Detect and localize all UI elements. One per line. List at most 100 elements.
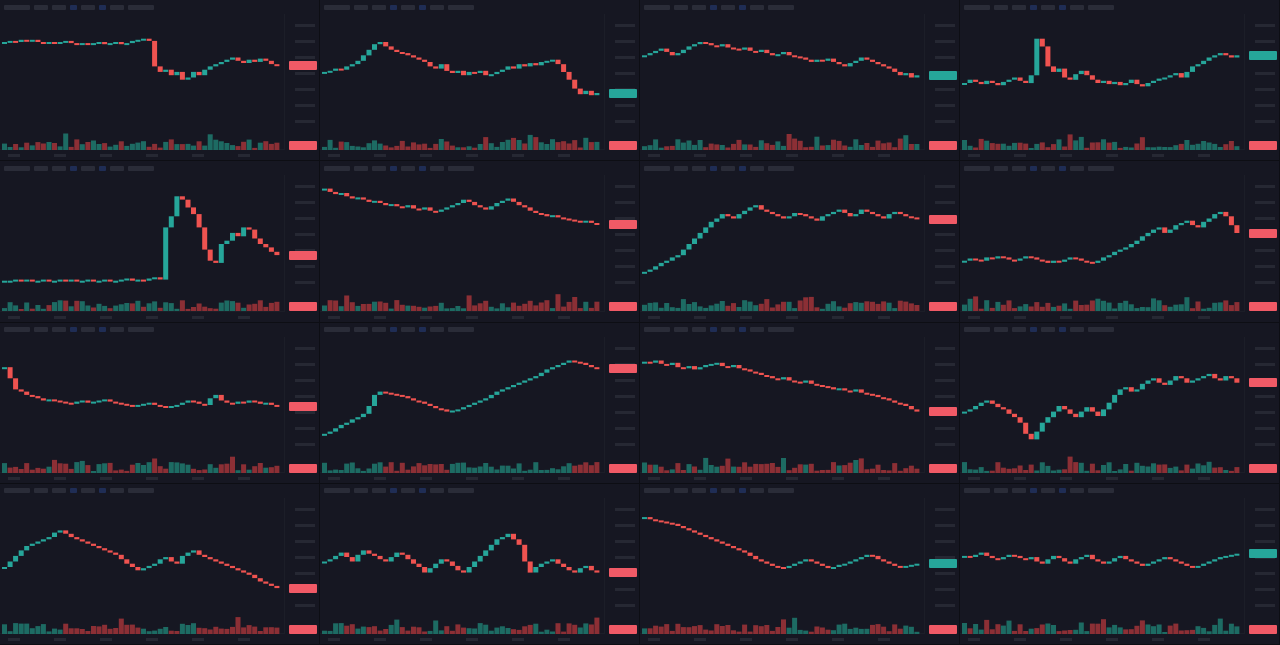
- toolbar-control[interactable]: [710, 488, 717, 494]
- toolbar-control[interactable]: [739, 4, 746, 10]
- candlestick-chart[interactable]: [960, 161, 1280, 322]
- toolbar-control[interactable]: [692, 488, 706, 494]
- toolbar-control[interactable]: [128, 327, 154, 332]
- toolbar-control[interactable]: [419, 488, 426, 494]
- candlestick-chart[interactable]: [0, 323, 320, 484]
- toolbar-control[interactable]: [1059, 4, 1066, 10]
- toolbar-control[interactable]: [324, 4, 350, 10]
- candlestick-chart[interactable]: [0, 161, 320, 322]
- toolbar-control[interactable]: [448, 327, 474, 332]
- chart-panel[interactable]: [960, 322, 1280, 484]
- toolbar-control[interactable]: [1030, 488, 1037, 494]
- chart-panel[interactable]: [640, 483, 960, 645]
- toolbar-control[interactable]: [448, 165, 474, 171]
- chart-toolbar[interactable]: [960, 0, 1279, 14]
- toolbar-control[interactable]: [1070, 327, 1084, 332]
- toolbar-control[interactable]: [324, 327, 350, 332]
- toolbar-control[interactable]: [110, 327, 124, 332]
- candlestick-chart[interactable]: [320, 323, 640, 484]
- toolbar-control[interactable]: [1088, 4, 1114, 10]
- chart-panel[interactable]: [960, 0, 1280, 162]
- toolbar-control[interactable]: [390, 327, 397, 332]
- toolbar-control[interactable]: [110, 4, 124, 10]
- toolbar-control[interactable]: [110, 488, 124, 494]
- toolbar-control[interactable]: [964, 488, 990, 494]
- toolbar-control[interactable]: [710, 165, 717, 171]
- toolbar-control[interactable]: [4, 488, 30, 494]
- toolbar-control[interactable]: [4, 165, 30, 171]
- toolbar-control[interactable]: [52, 488, 66, 494]
- toolbar-control[interactable]: [372, 327, 386, 332]
- chart-toolbar[interactable]: [960, 323, 1279, 337]
- toolbar-control[interactable]: [70, 165, 77, 171]
- toolbar-control[interactable]: [1070, 165, 1084, 171]
- toolbar-control[interactable]: [354, 327, 368, 332]
- toolbar-control[interactable]: [674, 327, 688, 332]
- toolbar-control[interactable]: [81, 165, 95, 171]
- toolbar-control[interactable]: [1012, 327, 1026, 332]
- toolbar-control[interactable]: [128, 4, 154, 10]
- toolbar-control[interactable]: [390, 165, 397, 171]
- price-axis[interactable]: [284, 175, 319, 312]
- toolbar-control[interactable]: [430, 327, 444, 332]
- toolbar-control[interactable]: [1012, 4, 1026, 10]
- chart-panel[interactable]: [320, 0, 640, 162]
- chart-toolbar[interactable]: [0, 484, 319, 498]
- chart-toolbar[interactable]: [0, 323, 319, 337]
- toolbar-control[interactable]: [1070, 4, 1084, 10]
- toolbar-control[interactable]: [34, 165, 48, 171]
- toolbar-control[interactable]: [70, 327, 77, 332]
- toolbar-control[interactable]: [1059, 488, 1066, 494]
- toolbar-control[interactable]: [52, 4, 66, 10]
- toolbar-control[interactable]: [674, 488, 688, 494]
- toolbar-control[interactable]: [768, 4, 794, 10]
- toolbar-control[interactable]: [401, 488, 415, 494]
- toolbar-control[interactable]: [750, 488, 764, 494]
- toolbar-control[interactable]: [1030, 165, 1037, 171]
- chart-toolbar[interactable]: [320, 0, 639, 14]
- toolbar-control[interactable]: [419, 4, 426, 10]
- chart-toolbar[interactable]: [960, 161, 1279, 175]
- chart-panel[interactable]: [320, 483, 640, 645]
- toolbar-control[interactable]: [354, 488, 368, 494]
- toolbar-control[interactable]: [401, 165, 415, 171]
- toolbar-control[interactable]: [390, 488, 397, 494]
- price-axis[interactable]: [284, 336, 319, 473]
- toolbar-control[interactable]: [324, 165, 350, 171]
- toolbar-control[interactable]: [1041, 488, 1055, 494]
- toolbar-control[interactable]: [768, 327, 794, 332]
- toolbar-control[interactable]: [750, 327, 764, 332]
- candlestick-chart[interactable]: [0, 484, 320, 645]
- toolbar-control[interactable]: [721, 327, 735, 332]
- toolbar-control[interactable]: [128, 488, 154, 494]
- chart-toolbar[interactable]: [640, 161, 959, 175]
- toolbar-control[interactable]: [1088, 327, 1114, 332]
- toolbar-control[interactable]: [354, 165, 368, 171]
- toolbar-control[interactable]: [52, 165, 66, 171]
- toolbar-control[interactable]: [372, 165, 386, 171]
- toolbar-control[interactable]: [1070, 488, 1084, 494]
- price-axis[interactable]: [604, 175, 639, 312]
- toolbar-control[interactable]: [52, 327, 66, 332]
- toolbar-control[interactable]: [739, 165, 746, 171]
- toolbar-control[interactable]: [1059, 165, 1066, 171]
- toolbar-control[interactable]: [644, 488, 670, 494]
- toolbar-control[interactable]: [70, 4, 77, 10]
- toolbar-control[interactable]: [448, 488, 474, 494]
- candlestick-chart[interactable]: [960, 484, 1280, 645]
- candlestick-chart[interactable]: [320, 484, 640, 645]
- toolbar-control[interactable]: [750, 4, 764, 10]
- chart-toolbar[interactable]: [0, 161, 319, 175]
- candlestick-chart[interactable]: [960, 0, 1280, 161]
- toolbar-control[interactable]: [739, 327, 746, 332]
- chart-panel[interactable]: [320, 161, 640, 323]
- candlestick-chart[interactable]: [640, 323, 960, 484]
- chart-panel[interactable]: [320, 322, 640, 484]
- chart-toolbar[interactable]: [960, 484, 1279, 498]
- candlestick-chart[interactable]: [640, 161, 960, 322]
- toolbar-control[interactable]: [1012, 165, 1026, 171]
- toolbar-control[interactable]: [994, 4, 1008, 10]
- toolbar-control[interactable]: [674, 4, 688, 10]
- candlestick-chart[interactable]: [0, 0, 320, 161]
- toolbar-control[interactable]: [34, 488, 48, 494]
